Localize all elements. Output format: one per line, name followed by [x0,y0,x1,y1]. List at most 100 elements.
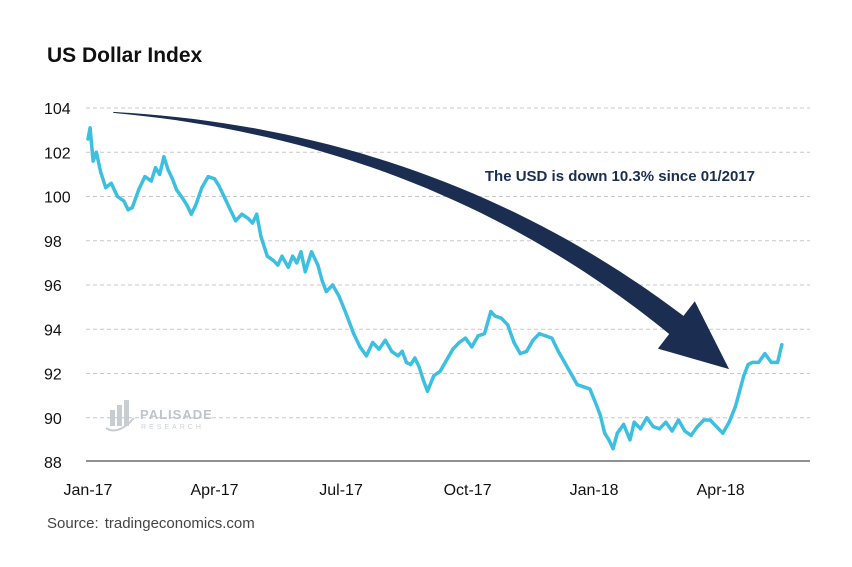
data-point [91,159,95,163]
data-point [185,203,189,207]
data-point [588,387,592,391]
source-text: tradingeconomics.com [104,515,255,532]
data-point [309,250,314,254]
y-tick-label: 102 [44,145,71,162]
data-point [104,186,108,190]
data-point [303,270,307,274]
data-point [622,422,626,426]
data-point [409,363,413,367]
data-point [383,338,387,342]
data-point [493,314,497,318]
data-point [457,340,461,345]
data-point [337,294,341,298]
data-point [299,250,303,254]
y-tick-label: 92 [44,367,62,384]
data-point [444,358,449,362]
data-point [166,168,170,172]
grid-lines [86,107,810,419]
data-point [438,369,442,373]
data-point [525,349,529,353]
data-point [295,261,299,265]
data-point [320,278,324,283]
data-point [531,338,535,342]
data-point [664,420,668,424]
data-point [404,360,409,365]
data-point [569,371,573,376]
data-point [347,321,352,325]
data-point [769,360,773,365]
data-point [255,212,259,216]
y-tick-label: 94 [44,322,62,339]
data-point [234,219,238,223]
data-point [276,263,280,267]
data-point [476,334,480,338]
data-point [200,186,204,190]
data-point [193,203,198,207]
y-tick-label: 90 [44,411,62,428]
data-point [371,340,375,345]
data-point [343,309,347,314]
source-note: Source: tradingeconomics.com [47,515,261,532]
data-point [689,433,693,438]
data-point [377,347,381,351]
data-point [489,309,493,314]
data-point [512,340,516,345]
data-point [181,197,185,201]
data-point [632,420,636,424]
data-point [189,212,193,216]
data-point [115,194,120,199]
data-point [149,179,153,183]
data-point [130,205,134,210]
data-point [137,188,141,192]
data-point [750,360,754,365]
data-point [763,351,767,356]
data-point [742,374,746,378]
data-point [499,316,503,320]
data-point [212,177,217,181]
y-tick-label: 98 [44,234,62,251]
data-point [695,425,700,429]
data-point [463,336,468,340]
data-point [615,431,619,435]
data-point [158,172,162,176]
data-point [451,347,455,351]
data-point [174,188,179,192]
data-point [109,181,113,185]
data-point [240,212,244,216]
data-point [775,360,780,365]
watermark-sub: RESEARCH [141,424,204,431]
y-tick-label: 96 [44,278,62,295]
data-point [683,429,687,433]
data-point [506,323,510,327]
data-point [250,221,255,225]
data-point [757,360,761,365]
data-point [265,254,269,258]
data-point [94,150,99,154]
data-point [657,427,662,431]
data-point [670,429,674,433]
x-tick-label: Apr-18 [697,482,745,499]
data-point [651,425,655,429]
data-point [550,336,554,340]
bars-logo-icon [105,400,135,432]
data-point [575,382,579,387]
data-point [482,332,487,336]
data-point [746,363,750,367]
data-point [99,170,103,174]
data-point [714,425,719,429]
annotation-text: The USD is down 10.3% since 01/2017 [485,168,755,185]
data-point [581,385,586,389]
data-point [390,349,394,353]
data-point [170,177,174,181]
source-label: Source: [47,515,99,532]
data-point [280,254,284,258]
data-point [126,208,130,212]
data-point [290,254,295,258]
data-point [702,418,706,422]
series-points [86,126,784,451]
data-point [562,360,567,365]
data-point [217,183,221,188]
y-tick-label: 88 [44,455,62,472]
data-point [271,259,276,263]
